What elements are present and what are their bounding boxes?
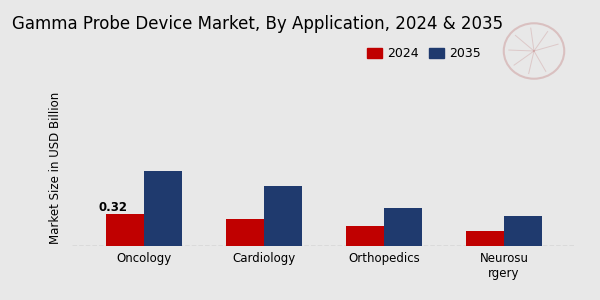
Bar xyxy=(504,216,542,246)
Bar xyxy=(106,214,144,246)
Bar xyxy=(264,186,302,246)
Bar xyxy=(384,208,422,246)
Y-axis label: Market Size in USD Billion: Market Size in USD Billion xyxy=(49,92,62,244)
Legend: 2024, 2035: 2024, 2035 xyxy=(362,42,486,65)
Bar xyxy=(346,226,384,246)
Text: 0.32: 0.32 xyxy=(98,201,127,214)
Bar xyxy=(226,219,264,246)
Bar xyxy=(466,231,504,246)
Bar xyxy=(144,170,182,246)
Text: Gamma Probe Device Market, By Application, 2024 & 2035: Gamma Probe Device Market, By Applicatio… xyxy=(12,15,503,33)
